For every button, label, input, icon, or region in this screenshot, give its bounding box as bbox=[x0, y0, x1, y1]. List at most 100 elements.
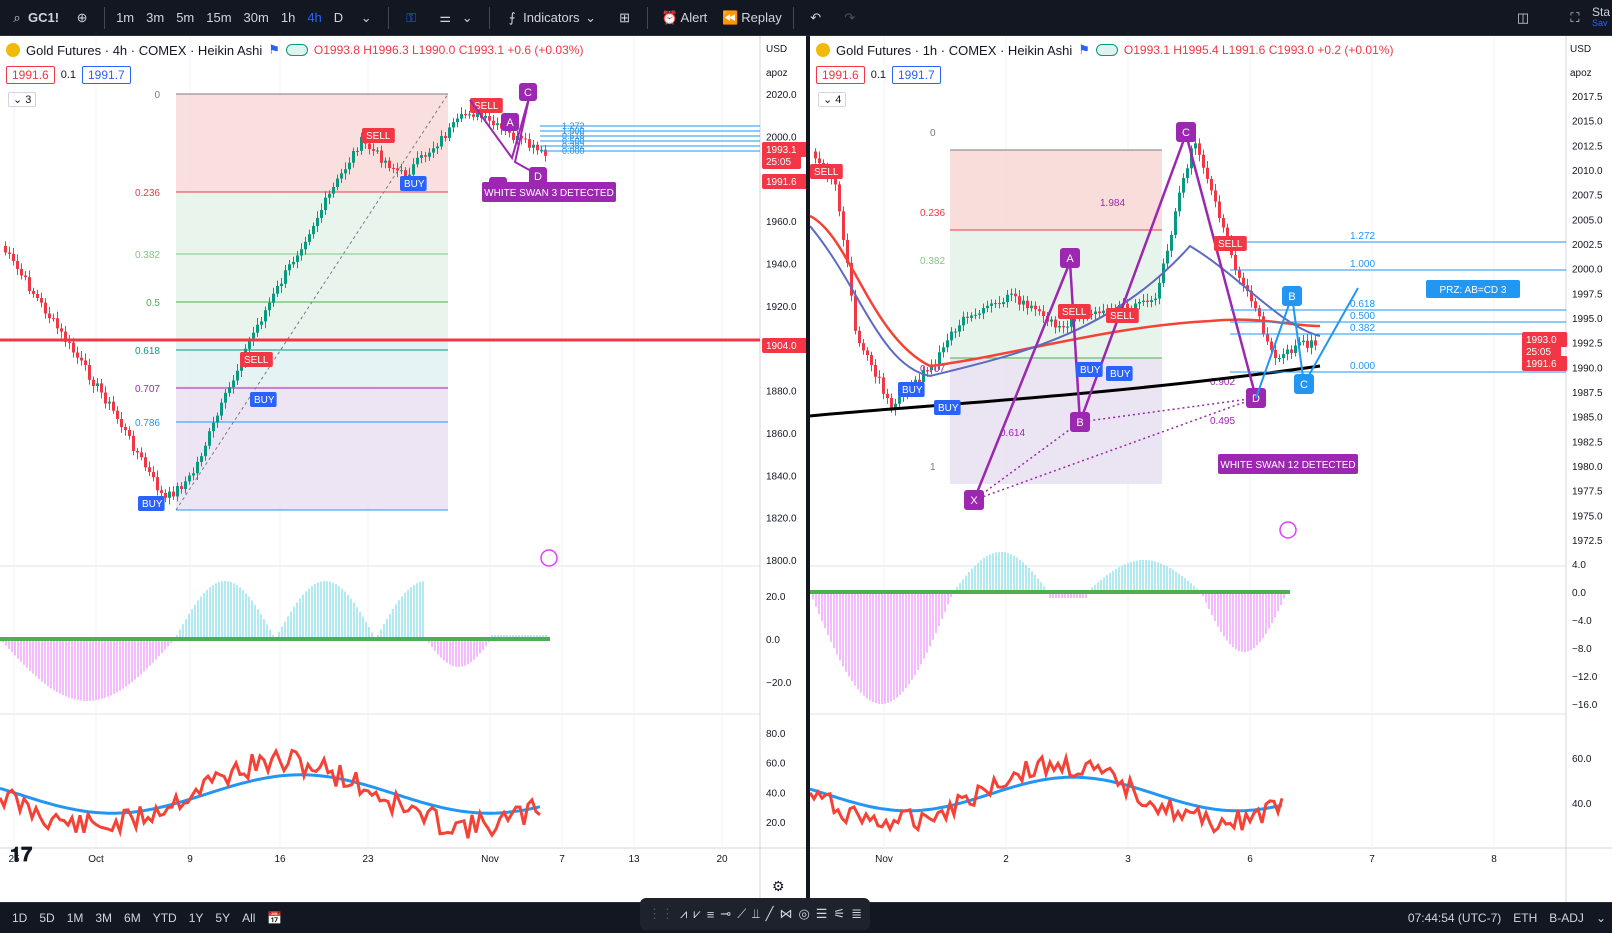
range-6m[interactable]: 6M bbox=[124, 911, 141, 925]
price-tick-label: 1992.5 bbox=[1572, 339, 1603, 350]
candle-body bbox=[1042, 311, 1045, 316]
horizontal-lines-icon[interactable]: ≡ bbox=[706, 906, 715, 922]
price-tick-label: 2015.0 bbox=[1572, 117, 1603, 128]
range-ytd[interactable]: YTD bbox=[152, 911, 177, 925]
left-collapse-toggle[interactable]: ⌄ 3 bbox=[8, 92, 37, 107]
replay-button[interactable]: ⏪ Replay bbox=[713, 4, 787, 32]
right-scale-mode[interactable]: apoz bbox=[1570, 68, 1592, 79]
range-5y[interactable]: 5Y bbox=[215, 911, 231, 925]
candle-body bbox=[48, 313, 51, 319]
price-tag-bg bbox=[762, 174, 806, 189]
date-range-button[interactable]: 📅 bbox=[261, 911, 288, 925]
chevron-down-icon: ⌄ bbox=[585, 9, 596, 25]
left-scale-mode[interactable]: apoz bbox=[766, 68, 788, 79]
left-settings-button[interactable]: ⚙ bbox=[772, 878, 785, 894]
interval-1h[interactable]: 1h bbox=[280, 10, 296, 25]
candle-body bbox=[1282, 354, 1285, 358]
left-bid[interactable]: 1991.6 bbox=[6, 66, 55, 84]
indicators-button[interactable]: ⨍ Indicators ⌄ bbox=[495, 4, 607, 32]
pitchfork-icon[interactable]: ⫫ bbox=[752, 906, 760, 921]
collapse-panel-button[interactable]: ⌄ bbox=[1590, 911, 1612, 925]
date-tick-label: Nov bbox=[875, 854, 893, 865]
left-chart-pane[interactable]: 25Oct91623Nov713202020.02000.01980.01960… bbox=[0, 36, 806, 902]
fullscreen-button[interactable]: ⛶ bbox=[1558, 4, 1592, 32]
symbol-search[interactable]: ⌕ GC1! bbox=[0, 4, 65, 32]
rsi-tick-label: 20.0 bbox=[766, 818, 786, 829]
osc-tick-label: 4.0 bbox=[1572, 560, 1586, 571]
clock[interactable]: 07:44:54 (UTC-7) bbox=[1407, 911, 1502, 925]
candle-body bbox=[124, 427, 127, 431]
candle-body bbox=[180, 486, 183, 490]
candle-body bbox=[1070, 316, 1073, 327]
panel-toggle-button[interactable]: ◫ bbox=[1506, 4, 1540, 32]
signal-sell-bg bbox=[810, 164, 843, 179]
pattern-tool-icon[interactable]: ⋈ bbox=[779, 906, 793, 921]
candle-body bbox=[312, 226, 315, 235]
right-chart-canvas[interactable]: Nov 2 3 6 7 8 2017.5 2015.0 2012.5 2010.0 2007.5 20… bbox=[810, 36, 1612, 902]
interval-15m[interactable]: 15m bbox=[206, 10, 232, 25]
candle-body bbox=[276, 286, 279, 294]
price-tick-label: 2010.0 bbox=[1572, 166, 1603, 177]
interval-1m[interactable]: 1m bbox=[116, 10, 135, 25]
parallel-channel-icon[interactable]: ≣ bbox=[851, 906, 862, 921]
pattern-point-label: X bbox=[970, 495, 978, 507]
range-3m[interactable]: 3M bbox=[95, 911, 113, 925]
candle-body bbox=[488, 116, 491, 121]
candles-button[interactable]: ⚿ bbox=[394, 4, 428, 32]
price-tick-label: 2017.5 bbox=[1572, 92, 1603, 103]
left-chart-canvas[interactable]: 25Oct91623Nov713202020.02000.01980.01960… bbox=[0, 36, 806, 902]
session-button[interactable]: ETH bbox=[1513, 911, 1538, 925]
fib-extension-icon[interactable]: ⚟ bbox=[833, 906, 846, 921]
interval-30m[interactable]: 30m bbox=[243, 10, 269, 25]
range-1d[interactable]: 1D bbox=[12, 911, 28, 925]
interval-dropdown[interactable]: ⌄ bbox=[349, 4, 383, 32]
save-area[interactable]: Sta Sav bbox=[1592, 6, 1612, 29]
right-currency[interactable]: USD bbox=[1570, 44, 1592, 55]
horizontal-ray-icon[interactable]: ⊸ bbox=[720, 906, 732, 921]
candle-body bbox=[958, 325, 961, 332]
right-collapse-toggle[interactable]: ⌄ 4 bbox=[818, 92, 847, 107]
fib-retracement-icon[interactable]: ☰ bbox=[815, 906, 828, 921]
redo-button[interactable]: ↷ bbox=[833, 4, 867, 32]
interval-D[interactable]: D bbox=[333, 10, 344, 25]
fib-label: 0 bbox=[930, 128, 936, 139]
range-1y[interactable]: 1Y bbox=[188, 911, 204, 925]
candle-body bbox=[834, 178, 837, 185]
right-bid[interactable]: 1991.6 bbox=[816, 66, 865, 84]
candle-body bbox=[1238, 269, 1241, 278]
candle-body bbox=[184, 481, 187, 490]
range-1m[interactable]: 1M bbox=[66, 911, 84, 925]
right-ask[interactable]: 1991.7 bbox=[892, 66, 941, 84]
left-ask[interactable]: 1991.7 bbox=[82, 66, 131, 84]
right-chart-pane[interactable]: Nov 2 3 6 7 8 2017.5 2015.0 2012.5 2010.0 2007.5 20… bbox=[810, 36, 1612, 902]
interval-3m[interactable]: 3m bbox=[146, 10, 165, 25]
candle-body bbox=[96, 383, 99, 386]
undo-button[interactable]: ↶ bbox=[799, 4, 833, 32]
price-tag-bg bbox=[1522, 344, 1561, 359]
line-tool-icon[interactable]: ╱ bbox=[765, 906, 774, 921]
candle-body bbox=[392, 168, 395, 170]
candle-body bbox=[332, 187, 335, 194]
adjustment-button[interactable]: B-ADJ bbox=[1549, 911, 1584, 925]
interval-4h[interactable]: 4h bbox=[307, 10, 322, 25]
candle-body bbox=[464, 114, 467, 116]
pattern-point-label: D bbox=[1252, 393, 1260, 405]
pane-divider[interactable] bbox=[806, 36, 810, 902]
layouts-button[interactable]: ⊞ bbox=[608, 4, 642, 32]
xabcd-pattern-icon[interactable]: ⩘ bbox=[680, 906, 688, 921]
interval-5m[interactable]: 5m bbox=[176, 10, 195, 25]
bars-button[interactable]: ⚌ ⌄ bbox=[428, 4, 484, 32]
candle-body bbox=[874, 365, 877, 377]
left-currency[interactable]: USD bbox=[766, 44, 788, 55]
fib-spiral-icon[interactable]: ◎ bbox=[798, 906, 810, 921]
date-tick-label: 2 bbox=[1003, 854, 1009, 865]
drag-handle-icon[interactable]: ⋮⋮ bbox=[648, 906, 674, 921]
compare-button[interactable]: ⊕ bbox=[65, 4, 99, 32]
trend-line-icon[interactable]: ⟋ bbox=[737, 906, 747, 921]
alert-button[interactable]: ⏰ Alert bbox=[653, 4, 714, 32]
signal-sell-bg bbox=[470, 98, 503, 113]
range-all[interactable]: All bbox=[242, 911, 256, 925]
pattern-point-bg bbox=[1060, 248, 1080, 268]
range-5d[interactable]: 5D bbox=[39, 911, 55, 925]
abcd-pattern-icon[interactable]: ⩗ bbox=[693, 906, 701, 921]
